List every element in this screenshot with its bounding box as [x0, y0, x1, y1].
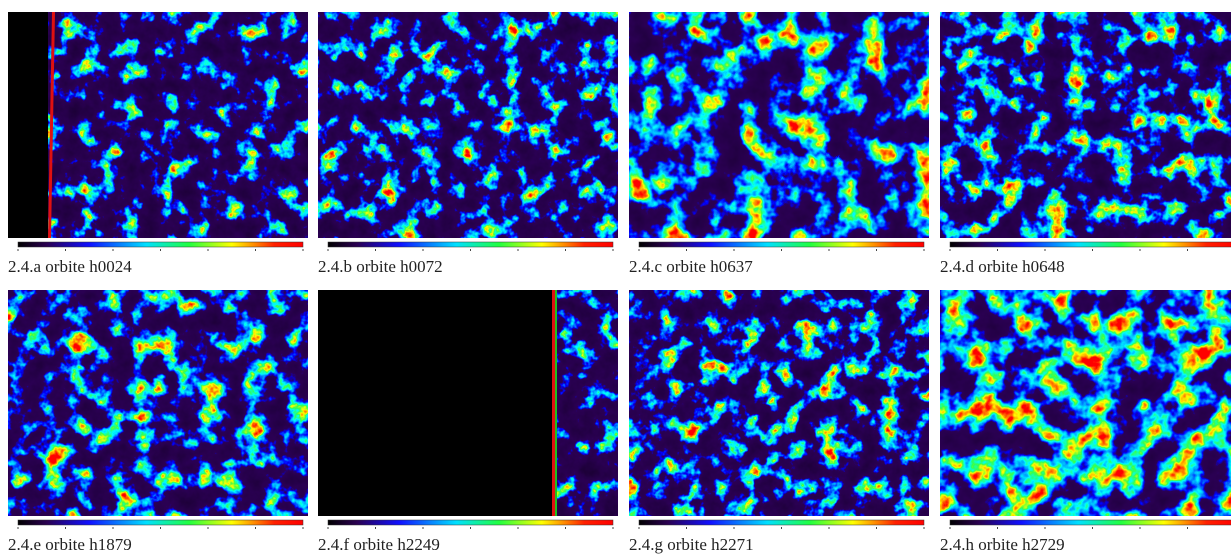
- colorbar: [638, 241, 925, 248]
- caption: 2.4.b orbite h0072: [318, 257, 443, 276]
- caption: 2.4.c orbite h0637: [629, 257, 753, 276]
- caption: 2.4.d orbite h0648: [940, 257, 1065, 276]
- colorbar: [949, 241, 1231, 248]
- colorbar: [327, 241, 614, 248]
- caption: 2.4.g orbite h2271: [629, 535, 754, 554]
- heatmap-image: [629, 290, 929, 516]
- colorbar: [17, 519, 304, 526]
- caption: 2.4.f orbite h2249: [318, 535, 440, 554]
- colorbar: [638, 519, 925, 526]
- edge-line: [552, 290, 555, 516]
- heatmap-image: [940, 12, 1231, 238]
- caption: 2.4.h orbite h2729: [940, 535, 1065, 554]
- heatmap-image: [940, 290, 1231, 516]
- colorbar: [17, 241, 304, 248]
- edge-line: [555, 290, 557, 516]
- edge-line: [48, 12, 55, 238]
- heatmap-image: [8, 290, 308, 516]
- colorbar: [327, 519, 614, 526]
- masked-region: [318, 290, 552, 516]
- masked-region: [8, 12, 48, 238]
- heatmap-image: [629, 12, 929, 238]
- caption: 2.4.a orbite h0024: [8, 257, 132, 276]
- heatmap-image: [8, 12, 308, 238]
- heatmap-image: [318, 12, 618, 238]
- caption: 2.4.e orbite h1879: [8, 535, 132, 554]
- colorbar: [949, 519, 1231, 526]
